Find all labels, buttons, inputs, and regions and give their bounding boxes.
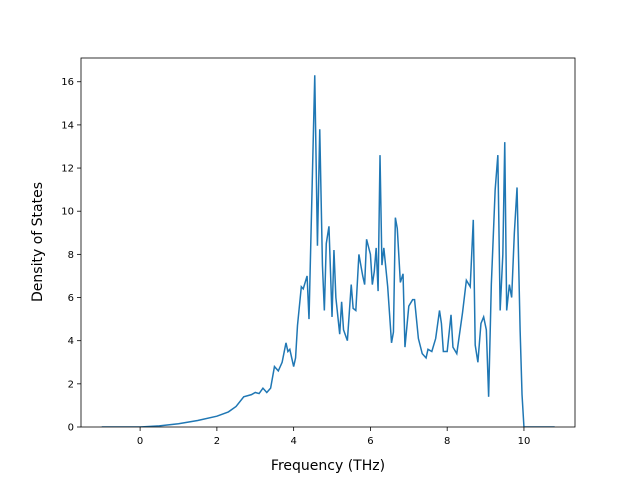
y-tick-label: 12 xyxy=(61,164,74,175)
line xyxy=(101,75,555,427)
x-tick-label: 6 xyxy=(367,436,373,447)
y-tick-label: 4 xyxy=(68,336,74,347)
y-tick-label: 10 xyxy=(61,207,74,218)
x-tick-label: 4 xyxy=(290,436,296,447)
plot-frame xyxy=(80,57,576,428)
x-tick-label: 10 xyxy=(518,436,531,447)
y-tick-label: 2 xyxy=(68,379,74,390)
y-tick-label: 8 xyxy=(68,250,74,261)
x-tick-label: 0 xyxy=(137,436,143,447)
y-axis-label: Density of States xyxy=(30,182,46,302)
y-tick-label: 16 xyxy=(61,77,74,88)
y-tick-label: 0 xyxy=(68,423,74,434)
y-tick-label: 6 xyxy=(68,293,74,304)
y-tick-label: 14 xyxy=(61,120,74,131)
x-axis-label: Frequency (THz) xyxy=(271,458,385,474)
x-tick-label: 2 xyxy=(214,436,220,447)
x-tick-label: 8 xyxy=(444,436,450,447)
